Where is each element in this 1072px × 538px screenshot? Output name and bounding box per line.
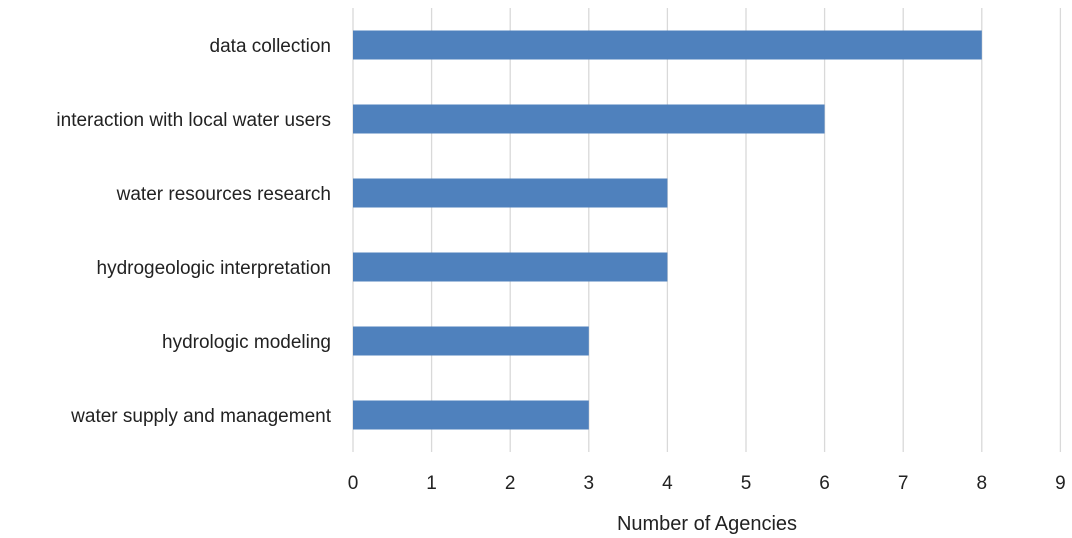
bar-5 [353,400,589,430]
category-label-1: interaction with local water users [56,110,331,131]
category-label-3: hydrogeologic interpretation [97,258,332,279]
x-tick-labels: 0 1 2 3 4 5 6 7 8 9 [348,473,1066,494]
x-axis-title: Number of Agencies [617,513,797,535]
x-tick-label-4: 4 [662,473,673,494]
x-tick-label-7: 7 [898,473,909,494]
gridlines [352,8,1062,452]
bar-0 [353,30,982,60]
category-labels: data collection interaction with local wa… [56,36,331,427]
x-tick-label-9: 9 [1055,473,1066,494]
bar-4 [353,326,589,356]
category-label-4: hydrologic modeling [162,332,331,353]
x-tick-label-2: 2 [505,473,516,494]
category-label-5: water supply and management [70,406,332,427]
category-label-0: data collection [210,36,331,57]
x-tick-label-6: 6 [819,473,830,494]
x-tick-label-3: 3 [584,473,595,494]
bar-1 [353,104,825,134]
bars [353,30,982,430]
x-tick-label-0: 0 [348,473,359,494]
x-tick-label-1: 1 [426,473,437,494]
category-label-2: water resources research [116,184,331,205]
x-tick-label-8: 8 [977,473,988,494]
bar-3 [353,252,668,282]
bar-2 [353,178,668,208]
x-tick-label-5: 5 [741,473,752,494]
